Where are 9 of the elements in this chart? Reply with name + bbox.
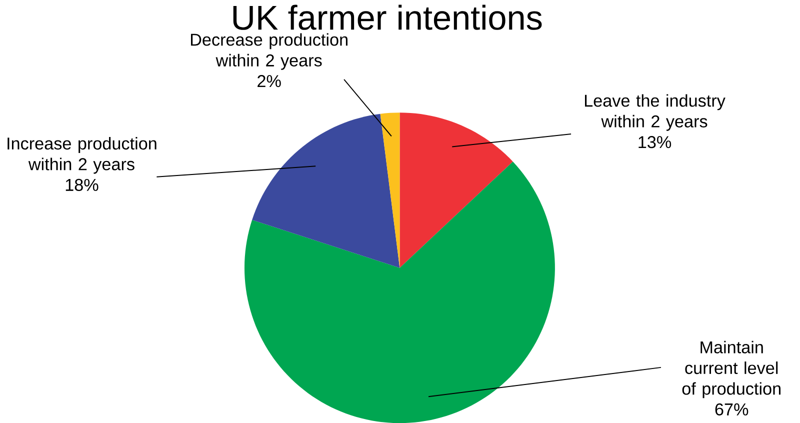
data-label: 67%	[715, 403, 748, 416]
data-label: 13%	[638, 136, 672, 148]
slice-label: Leave the industry within 2 years	[584, 94, 726, 131]
slice-label: Increase production within 2 years	[8, 136, 156, 174]
slice-label: Decrease production within 2 years	[191, 33, 348, 70]
slice-label: Maintain current level of production	[682, 340, 780, 398]
data-label: 2%	[258, 75, 281, 88]
chart-title: UK farmer intentions	[233, 4, 542, 30]
data-label: 18%	[66, 178, 98, 191]
